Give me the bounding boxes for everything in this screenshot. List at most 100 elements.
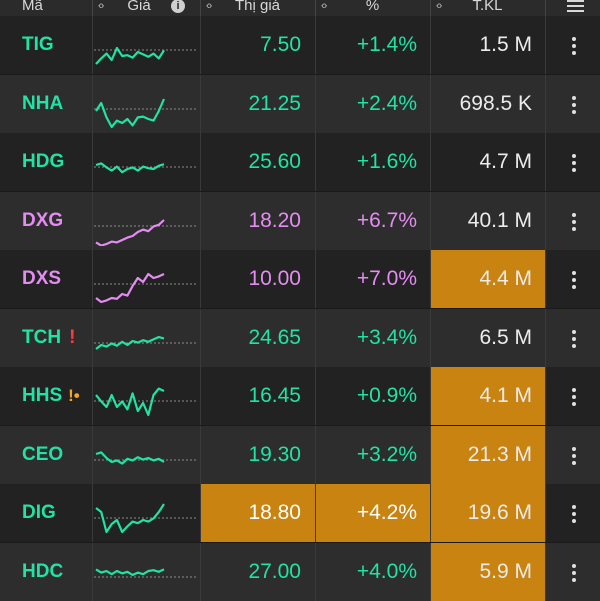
header-symbol[interactable]: Mã <box>0 0 92 16</box>
percent-change-cell: +4.2% <box>316 484 430 542</box>
table-row[interactable]: DXS 10.00 +7.0% 4.4 M <box>0 250 600 308</box>
table-row[interactable]: CEO 19.30 +3.2% 21.3 M <box>0 425 600 484</box>
header-volume-label: T.KL <box>472 0 503 14</box>
info-icon[interactable]: i <box>171 0 185 13</box>
volume-cell: 6.5 M <box>479 325 532 349</box>
table-row[interactable]: HHS !• 16.45 +0.9% 4.1 M <box>0 367 600 425</box>
table-header: Mã ‹› Giá i ‹› Thị giá ‹› % ‹› T.KL <box>0 0 600 16</box>
stock-symbol[interactable]: TIG <box>22 16 54 74</box>
sparkline-series <box>95 450 165 465</box>
stock-symbol-label: CEO <box>22 443 64 465</box>
sparkline-series <box>95 335 165 350</box>
stock-symbol[interactable]: HHS !• <box>22 367 80 425</box>
percent-change-cell: +4.0% <box>356 559 417 583</box>
table-row[interactable]: TCH! 24.65 +3.4% 6.5 M <box>0 308 600 367</box>
stock-symbol-label: DXG <box>22 209 64 231</box>
sparkline-chart <box>94 450 198 465</box>
stock-symbol-label: TCH <box>22 326 62 348</box>
stock-symbol-label: HDC <box>22 560 64 582</box>
header-symbol-label: Mã <box>22 0 43 14</box>
sort-icon: ‹› <box>206 0 212 12</box>
sparkline-chart <box>94 503 198 534</box>
table-row[interactable]: TIG 7.50 +1.4% 1.5 M <box>0 16 600 74</box>
header-chart-label: Giá <box>127 0 151 14</box>
volume-cell: 4.7 M <box>479 150 532 173</box>
more-options-icon[interactable] <box>571 505 577 523</box>
more-options-icon[interactable] <box>571 154 577 172</box>
sparkline-chart <box>94 218 198 246</box>
header-chart[interactable]: ‹› Giá i <box>92 0 200 16</box>
percent-change-cell: +2.4% <box>356 91 417 115</box>
volume-cell: 21.3 M <box>431 425 545 484</box>
sparkline-series <box>95 98 166 128</box>
table-row[interactable]: NHA 21.25 +2.4% 698.5 K <box>0 74 600 133</box>
header-pct[interactable]: ‹› % <box>315 0 430 16</box>
stock-symbol-label: NHA <box>22 92 64 114</box>
more-options-icon[interactable] <box>571 446 577 465</box>
more-options-icon[interactable] <box>571 95 577 114</box>
sort-icon: ‹› <box>98 0 104 12</box>
percent-change-cell: +3.4% <box>356 325 417 349</box>
percent-change-cell: +0.9% <box>356 384 417 407</box>
sparkline-series <box>95 218 165 246</box>
sort-icon: ‹› <box>321 0 327 12</box>
price-cell: 10.00 <box>248 267 301 290</box>
stock-symbol[interactable]: TCH! <box>22 309 75 367</box>
stock-symbol[interactable]: CEO <box>22 426 63 484</box>
header-price[interactable]: ‹› Thị giá <box>200 0 315 16</box>
sparkline-chart <box>94 387 198 417</box>
alert-icon[interactable]: !• <box>68 386 80 405</box>
sort-icon: ‹› <box>436 0 442 12</box>
stock-symbol[interactable]: HDG <box>22 133 64 191</box>
header-volume[interactable]: ‹› T.KL <box>430 0 545 16</box>
more-options-icon[interactable] <box>571 37 577 55</box>
sparkline-series <box>95 567 165 576</box>
price-cell: 25.60 <box>248 150 301 173</box>
stock-symbol-label: HDG <box>22 151 65 172</box>
stock-symbol[interactable]: DIG <box>22 484 56 542</box>
table-row[interactable]: HDC 27.00 +4.0% 5.9 M <box>0 542 600 601</box>
percent-change-cell: +6.7% <box>356 208 417 232</box>
sparkline-chart <box>94 272 198 304</box>
more-options-icon[interactable] <box>571 329 577 348</box>
volume-cell: 698.5 K <box>459 91 532 115</box>
sparkline-chart <box>94 98 198 128</box>
volume-cell: 4.1 M <box>431 367 545 425</box>
percent-change-cell: +1.4% <box>356 33 417 56</box>
more-options-icon[interactable] <box>571 388 577 406</box>
table-row[interactable]: DXG 18.20 +6.7% 40.1 M <box>0 191 600 250</box>
menu-icon[interactable] <box>567 0 584 12</box>
stock-symbol[interactable]: DXG <box>22 192 63 250</box>
more-options-icon[interactable] <box>571 271 577 289</box>
more-options-icon[interactable] <box>571 212 577 231</box>
sparkline-series <box>95 503 165 534</box>
stock-symbol[interactable]: NHA <box>22 75 63 133</box>
price-cell: 19.30 <box>248 442 301 466</box>
sparkline-series <box>95 272 165 304</box>
sparkline-series <box>95 46 165 65</box>
price-cell: 18.20 <box>248 208 301 232</box>
price-cell: 24.65 <box>248 325 301 349</box>
volume-cell: 1.5 M <box>479 33 532 56</box>
table-row[interactable]: HDG 25.60 +1.6% 4.7 M <box>0 133 600 191</box>
stock-symbol[interactable]: HDC <box>22 543 63 601</box>
stock-symbol-label: TIG <box>22 34 54 55</box>
percent-change-cell: +1.6% <box>356 150 417 173</box>
volume-cell: 19.6 M <box>431 484 545 542</box>
sparkline-series <box>95 387 165 417</box>
stock-symbol-label: DXS <box>22 268 62 289</box>
sparkline-series <box>95 162 165 174</box>
stock-symbol[interactable]: DXS <box>22 250 61 308</box>
price-cell: 21.25 <box>248 91 301 115</box>
percent-change-cell: +7.0% <box>356 267 417 290</box>
price-cell: 7.50 <box>260 33 301 56</box>
alert-icon[interactable]: ! <box>69 326 76 348</box>
percent-change-cell: +3.2% <box>356 442 417 466</box>
more-options-icon[interactable] <box>571 563 577 582</box>
price-cell: 18.80 <box>201 484 315 542</box>
table-row[interactable]: DIG 18.80 +4.2% 19.6 M <box>0 484 600 542</box>
header-price-label: Thị giá <box>234 0 281 14</box>
volume-cell: 4.4 M <box>431 250 545 308</box>
sparkline-chart <box>94 567 198 577</box>
volume-cell: 40.1 M <box>467 208 532 232</box>
